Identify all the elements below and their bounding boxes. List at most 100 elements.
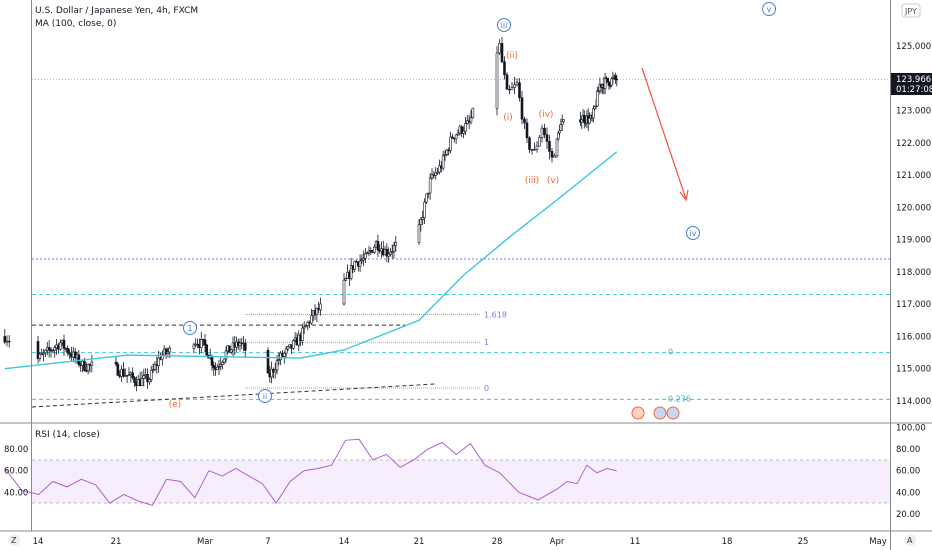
support-trendline xyxy=(31,383,436,408)
candle xyxy=(127,367,131,376)
candle-body xyxy=(582,115,586,123)
candle-body xyxy=(353,261,357,270)
candle xyxy=(217,359,221,376)
candle-body xyxy=(131,372,134,378)
candle-body xyxy=(365,252,369,255)
candle xyxy=(342,273,346,306)
candle xyxy=(464,117,467,136)
candle xyxy=(205,343,209,356)
candle xyxy=(434,166,438,180)
candle-body xyxy=(192,344,196,349)
candle-body xyxy=(449,136,452,151)
time-tick: 11 xyxy=(630,537,641,547)
candle xyxy=(215,363,219,371)
candle xyxy=(306,320,310,331)
candle-body xyxy=(456,132,460,136)
candle xyxy=(319,297,322,316)
candle-body xyxy=(500,43,504,63)
candle xyxy=(428,172,432,200)
candle xyxy=(153,361,157,372)
candle-body xyxy=(168,348,172,353)
candle-body xyxy=(212,365,216,369)
candle xyxy=(161,350,164,366)
candle xyxy=(515,78,519,87)
time-axis[interactable]: 14 21 Mar 7 14 21 28 Apr 11 18 25 May xyxy=(33,537,887,547)
candle-body xyxy=(5,340,9,343)
candle xyxy=(221,360,224,370)
candle-body xyxy=(360,259,364,262)
zoom-button[interactable] xyxy=(8,534,20,546)
candle-body xyxy=(520,97,524,120)
candle-body xyxy=(505,74,509,90)
candle-body xyxy=(562,119,565,123)
candle-body xyxy=(443,154,447,156)
candle-body xyxy=(40,353,44,356)
candle xyxy=(131,367,134,380)
candle-body xyxy=(238,342,242,347)
candle-body xyxy=(221,361,224,365)
candle xyxy=(51,348,55,354)
candle-body xyxy=(210,355,214,366)
candle-body xyxy=(44,349,47,354)
candle xyxy=(344,277,348,282)
candle xyxy=(471,107,475,119)
candle xyxy=(44,349,47,358)
candle-body xyxy=(558,130,561,134)
candle xyxy=(38,352,42,362)
candle xyxy=(454,134,458,144)
price-tick: 122.000 xyxy=(896,139,931,149)
candle-body xyxy=(389,251,392,255)
auto-scale-button[interactable] xyxy=(904,534,916,546)
candle-body xyxy=(540,127,544,138)
candle-body xyxy=(436,171,439,174)
candle xyxy=(449,131,452,154)
candle-body xyxy=(114,361,118,365)
candle-body xyxy=(151,369,155,371)
candle-body xyxy=(286,346,290,350)
candle xyxy=(277,352,281,366)
candle-body xyxy=(164,348,168,355)
candle-body xyxy=(36,341,40,359)
symbol-title[interactable]: U.S. Dollar / Japanese Yen, 4h, FXCM xyxy=(35,6,199,16)
candle-body xyxy=(460,126,464,134)
candle xyxy=(495,46,499,116)
rsi-legend[interactable]: RSI (14, close) xyxy=(35,430,100,440)
time-tick: 14 xyxy=(33,537,44,547)
price-axis[interactable]: 125.000 123.000 122.000 121.000 120.000 119.0… xyxy=(896,42,931,407)
wave-label-ii: ii xyxy=(263,392,267,401)
candle-body xyxy=(454,134,458,140)
candle-body xyxy=(390,251,394,253)
time-tick: 14 xyxy=(339,537,350,547)
candle xyxy=(286,345,290,352)
candle xyxy=(523,116,526,129)
rsi-band xyxy=(32,460,890,503)
candle-body xyxy=(86,364,90,371)
candle-body xyxy=(498,43,501,54)
time-tick: 28 xyxy=(492,537,503,547)
candle xyxy=(310,309,313,326)
candle xyxy=(603,72,607,95)
candle-body xyxy=(153,364,157,370)
wave-label-iii: iii xyxy=(501,21,508,30)
candle-body xyxy=(133,377,136,383)
candle-body xyxy=(556,132,560,140)
candle-body xyxy=(266,349,270,374)
candle xyxy=(228,345,231,353)
candle-body xyxy=(428,177,432,194)
candle xyxy=(469,109,473,125)
candle-body xyxy=(282,352,286,357)
candle xyxy=(364,248,367,264)
candle-body xyxy=(423,201,426,218)
time-tick: 25 xyxy=(798,537,809,547)
candle-body xyxy=(273,369,277,373)
event-icons[interactable] xyxy=(631,406,680,420)
candle-body xyxy=(614,75,617,80)
candle-body xyxy=(310,315,313,324)
candle-body xyxy=(199,338,203,348)
ma-legend[interactable]: MA (100, close, 0) xyxy=(35,19,117,29)
time-tick: 18 xyxy=(722,537,733,547)
candle xyxy=(7,335,11,348)
candle-body xyxy=(219,364,223,367)
candle xyxy=(510,81,514,90)
